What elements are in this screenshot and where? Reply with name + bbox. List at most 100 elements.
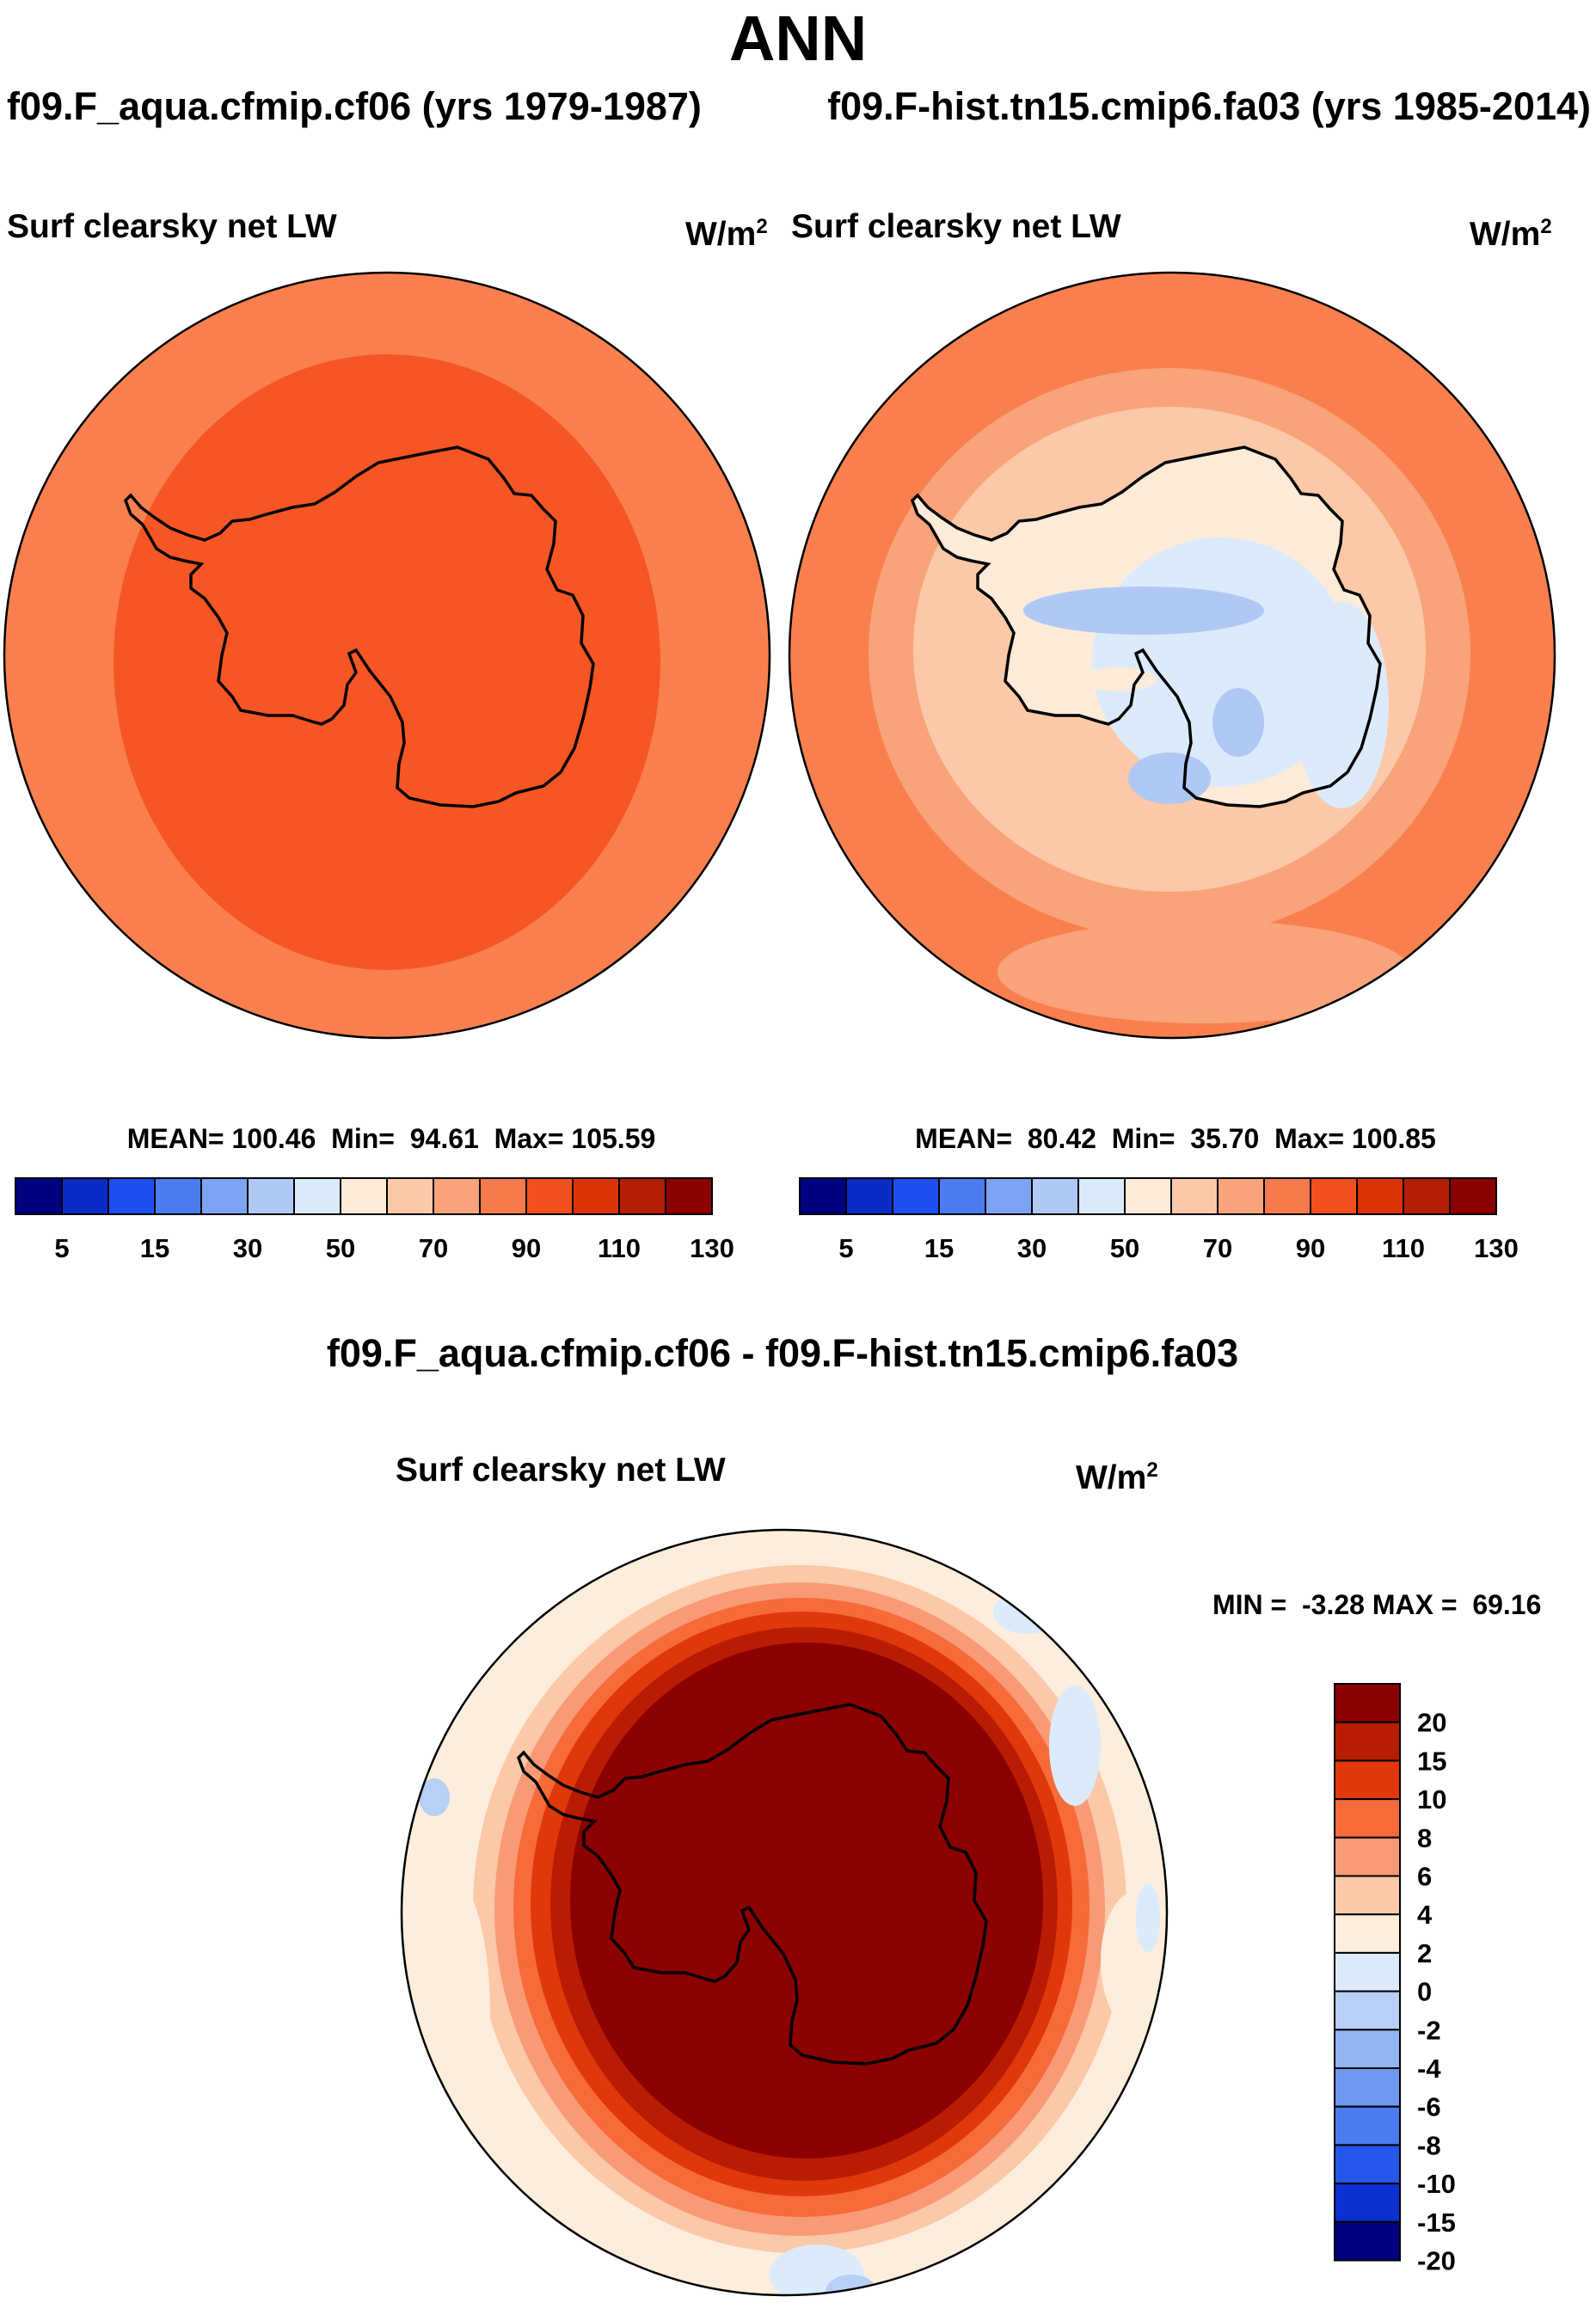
diff-units: W/m2 xyxy=(1076,1458,1158,1496)
panel-a-colorbar-tick-label: 70 xyxy=(419,1233,448,1263)
panel-a-case-title: f09.F_aqua.cfmip.cf06 (yrs 1979-1987) xyxy=(7,84,702,128)
panel-b-colorbar-tick-label: 130 xyxy=(1474,1233,1519,1263)
panel-a-colorbar-swatch xyxy=(107,1177,156,1215)
panel-a-colorbar: 5 15 30 50 70 90 110 130 xyxy=(15,1177,734,1263)
panel-a-colorbar-swatch xyxy=(154,1177,202,1215)
panel-b-colorbar-swatch xyxy=(799,1177,847,1215)
panel-b-colorbar-tick-label: 5 xyxy=(838,1233,853,1263)
panel-b-colorbar-swatch xyxy=(1263,1177,1311,1215)
diff-map xyxy=(400,1528,1169,2297)
panel-a-colorbar-tick-label: 15 xyxy=(140,1233,169,1263)
panel-b-colorbar-swatch xyxy=(1217,1177,1265,1215)
diff-colorbar-swatch xyxy=(1334,1836,1401,1877)
diff-core xyxy=(570,1643,1043,2158)
panel-b-colorbar-swatch xyxy=(1170,1177,1218,1215)
diff-colorbar-swatch xyxy=(1334,2183,1401,2223)
panel-b-colorbar-swatch xyxy=(1124,1177,1172,1215)
panel-b-colorbar-swatch xyxy=(845,1177,893,1215)
diff-colorbar-tick-label: -4 xyxy=(1417,2054,1441,2084)
diff-colorbar-tick-label: 10 xyxy=(1417,1784,1446,1815)
panel-a-colorbar-tick-label: 130 xyxy=(690,1233,734,1263)
diff-colorbar-tick-label: -8 xyxy=(1417,2130,1441,2160)
diff-colorbar-tick-label: -20 xyxy=(1417,2246,1456,2276)
panel-a-inner-field xyxy=(114,354,660,970)
diff-colorbar-tick-label: 4 xyxy=(1417,1900,1433,1930)
diff-colorbar-tick-label: -2 xyxy=(1417,2015,1441,2045)
panel-a-colorbar-swatch xyxy=(618,1177,666,1215)
diff-colorbar-tick-label: 2 xyxy=(1417,1938,1432,1968)
panel-a-colorbar-swatch xyxy=(200,1177,249,1215)
page-title: ANN xyxy=(728,3,868,74)
diff-colorbar-swatch xyxy=(1334,1913,1401,1954)
diff-colorbar-swatch xyxy=(1334,2067,1401,2108)
diff-colorbar-swatch xyxy=(1334,1683,1401,1723)
diff-colorbar-tick-label: -6 xyxy=(1417,2092,1441,2122)
panel-b-colorbar-swatch xyxy=(985,1177,1033,1215)
panel-a-colorbar-swatch xyxy=(293,1177,341,1215)
panel-b-colorbar-swatch xyxy=(1077,1177,1126,1215)
diff-colorbar-swatch xyxy=(1334,1875,1401,1916)
panel-b-colorbar-swatch xyxy=(1310,1177,1358,1215)
panel-a-colorbar-swatch xyxy=(340,1177,388,1215)
panel-b-colorbar-tick-label: 30 xyxy=(1017,1233,1047,1263)
diff-colorbar-swatch xyxy=(1334,1951,1401,1993)
panel-a-colorbar-tick-label: 30 xyxy=(233,1233,262,1263)
diff-stats: MIN = -3.28 MAX = 69.16 xyxy=(1212,1589,1542,1620)
panel-b-stats: MEAN= 80.42 Min= 35.70 Max= 100.85 xyxy=(915,1123,1436,1154)
panel-a-colorbar-swatch xyxy=(525,1177,574,1215)
panel-b-colorbar-swatch xyxy=(1031,1177,1079,1215)
panel-b-case-title: f09.F-hist.tn15.cmip6.fa03 (yrs 1985-201… xyxy=(827,84,1591,128)
diff-colorbar-tick-label: 8 xyxy=(1417,1823,1432,1853)
panel-b-colorbar-swatch xyxy=(938,1177,986,1215)
diff-colorbar-tick-label: 15 xyxy=(1417,1746,1446,1776)
diff-units-exp: 2 xyxy=(1146,1458,1158,1482)
diff-colorbar-swatch xyxy=(1334,1798,1401,1839)
diff-colorbar-swatch xyxy=(1334,1990,1401,2031)
panel-a-colorbar-tick-label: 5 xyxy=(54,1233,69,1263)
diff-title: f09.F_aqua.cfmip.cf06 - f09.F-hist.tn15.… xyxy=(326,1331,1239,1375)
panel-b-variable: Surf clearsky net LW xyxy=(791,208,1121,245)
panel-a-colorbar-swatch xyxy=(61,1177,109,1215)
diff-colorbar-tick-label: 20 xyxy=(1417,1708,1446,1738)
panel-a-colorbar-swatch xyxy=(665,1177,713,1215)
panel-b-colorbar-tick-label: 70 xyxy=(1203,1233,1232,1263)
diff-colorbar-swatch xyxy=(1334,1759,1401,1801)
panel-a-units-exp: 2 xyxy=(756,215,768,238)
diff-colorbar-swatch xyxy=(1334,2029,1401,2070)
panel-a-colorbar-swatch xyxy=(15,1177,63,1215)
diff-colorbar-swatch xyxy=(1334,1721,1401,1762)
panel-a-colorbar-swatch xyxy=(479,1177,527,1215)
panel-b-colorbar-swatch xyxy=(1449,1177,1497,1215)
panel-b-colorbar-tick-label: 15 xyxy=(924,1233,954,1263)
panel-a-colorbar-swatch xyxy=(247,1177,295,1215)
panel-b-colorbar-tick-label: 90 xyxy=(1296,1233,1325,1263)
panel-b-map xyxy=(788,271,1556,1040)
panel-a-colorbar-tick-label: 110 xyxy=(598,1233,641,1263)
diff-colorbar-tick-label: 6 xyxy=(1417,1862,1432,1892)
panel-b-units-exp: 2 xyxy=(1540,215,1552,238)
panel-a-colorbar-swatch xyxy=(433,1177,481,1215)
panel-b-colorbar-tick-label: 50 xyxy=(1110,1233,1139,1263)
panel-b-units: W/m2 xyxy=(1470,215,1552,253)
panel-a-variable: Surf clearsky net LW xyxy=(7,208,337,245)
panel-b-colorbar-tick-label: 110 xyxy=(1382,1233,1425,1263)
panel-a-colorbar-swatch xyxy=(572,1177,620,1215)
panel-a-colorbar-swatch xyxy=(386,1177,434,1215)
diff-colorbar-tick-label: -15 xyxy=(1417,2208,1456,2238)
panel-a-stats: MEAN= 100.46 Min= 94.61 Max= 105.59 xyxy=(126,1123,656,1154)
panel-b-colorbar-swatch xyxy=(892,1177,940,1215)
diff-colorbar-swatch xyxy=(1334,2105,1401,2146)
diff-colorbar-tick-label: -10 xyxy=(1417,2169,1456,2199)
diff-variable: Surf clearsky net LW xyxy=(396,1452,726,1489)
panel-a-map xyxy=(3,271,771,1040)
panel-a-units: W/m2 xyxy=(685,215,768,253)
panel-a-colorbar-tick-label: 90 xyxy=(512,1233,541,1263)
panel-b-colorbar-swatch xyxy=(1356,1177,1404,1215)
diff-colorbar-swatch xyxy=(1334,2220,1401,2262)
diff-colorbar-tick-label: 0 xyxy=(1417,1977,1432,2007)
panel-a-colorbar-tick-label: 50 xyxy=(326,1233,355,1263)
panel-b-colorbar-swatch xyxy=(1403,1177,1451,1215)
panel-b-colorbar: 5 15 30 50 70 90 110 130 xyxy=(799,1177,1519,1263)
